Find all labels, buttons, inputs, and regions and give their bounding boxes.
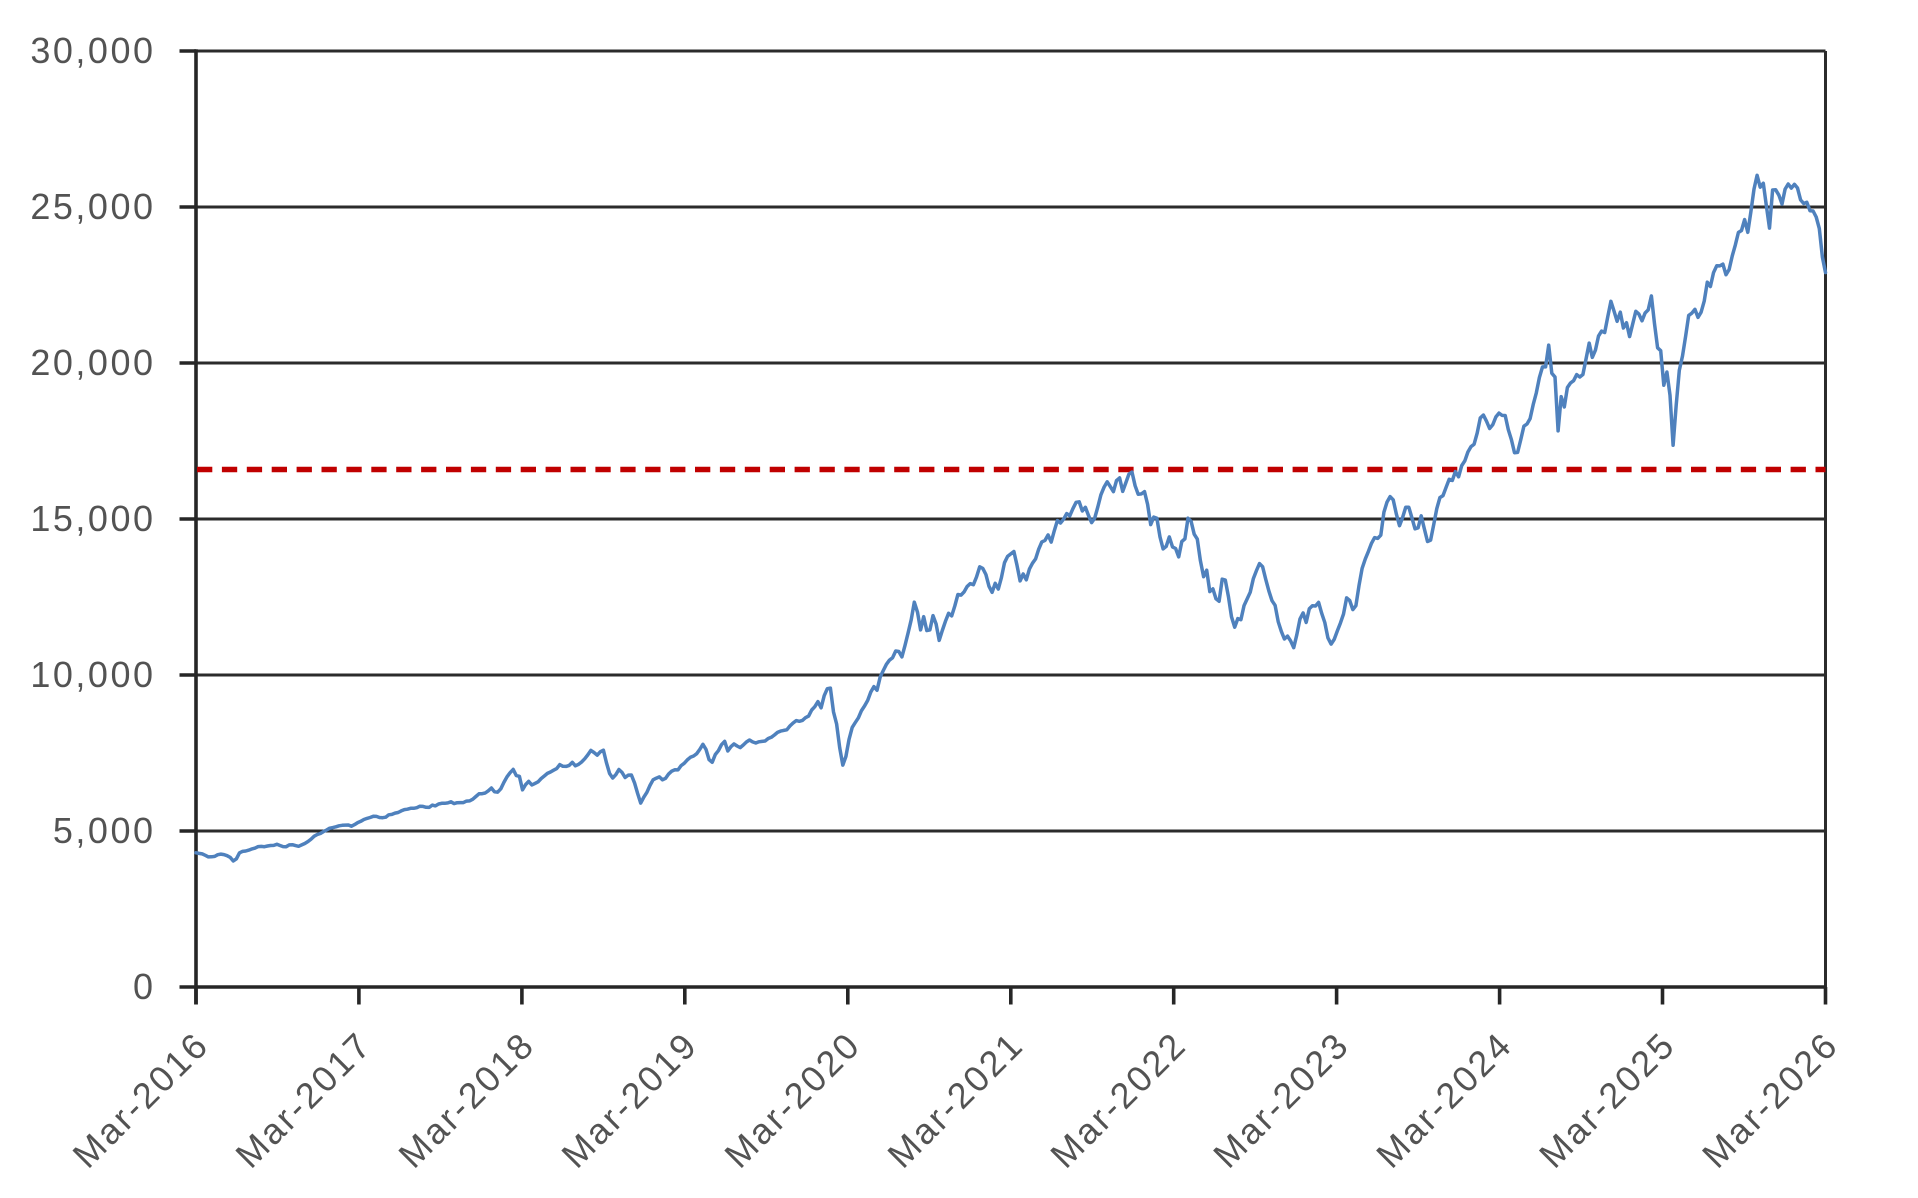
svg-text:10,000: 10,000 (30, 654, 155, 695)
svg-text:15,000: 15,000 (30, 498, 155, 539)
svg-text:0: 0 (133, 966, 156, 1007)
svg-text:20,000: 20,000 (30, 342, 155, 383)
svg-text:30,000: 30,000 (30, 30, 155, 71)
svg-text:25,000: 25,000 (30, 186, 155, 227)
svg-text:5,000: 5,000 (53, 810, 156, 851)
